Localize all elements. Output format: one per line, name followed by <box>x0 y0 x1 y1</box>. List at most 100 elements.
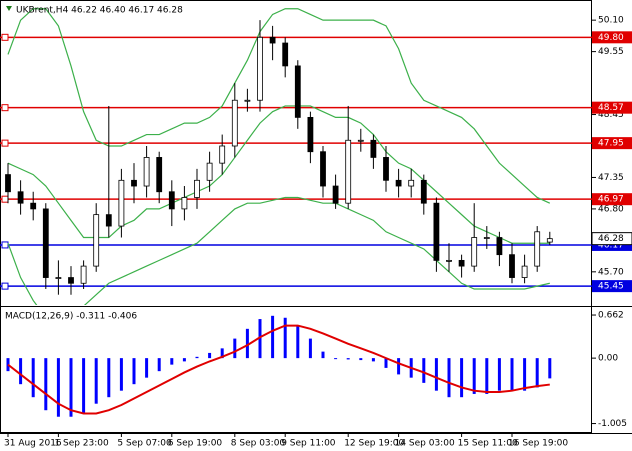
candle-body <box>546 238 553 243</box>
candle-body <box>30 202 37 210</box>
x-tick-label: 5 Sep 07:00 <box>117 439 172 449</box>
level-label: 45.45 <box>598 282 624 292</box>
axes: 50.10 49.55 48.45 47.35 46.80 45.70 49.80 48.57… <box>4 16 632 449</box>
candle-body <box>68 277 74 284</box>
macd-bar <box>334 358 338 360</box>
level-label: 46.17 <box>598 240 624 250</box>
y-tick-label: 45.70 <box>598 267 624 277</box>
macd-bar <box>56 358 60 417</box>
candle-body <box>370 139 377 158</box>
macd-panel <box>6 315 552 417</box>
macd-title: MACD(12,26,9) -0.311 -0.406 <box>5 312 137 322</box>
macd-bar <box>434 358 438 391</box>
macd-bar <box>6 358 10 372</box>
candle-body <box>521 265 528 278</box>
macd-bar <box>346 358 350 360</box>
level-marker <box>1 104 9 112</box>
candle-body <box>244 99 251 102</box>
macd-bar <box>82 358 86 414</box>
x-tick-label: 9 Sep 11:00 <box>281 439 336 449</box>
macd-bar <box>535 358 539 388</box>
candle-body <box>55 277 62 279</box>
level-marker <box>1 195 9 203</box>
candle-body <box>131 179 137 187</box>
level-marker <box>1 139 9 147</box>
macd-bar <box>145 358 149 378</box>
level-badge: 48.57 <box>592 101 632 114</box>
level-label: 49.80 <box>598 33 624 43</box>
candle-body <box>483 237 490 239</box>
candle-body <box>395 179 402 187</box>
candle-body <box>181 197 188 210</box>
candle-body <box>357 139 364 142</box>
level-label: 48.57 <box>598 103 624 113</box>
macd-bar <box>523 358 527 391</box>
level-label: 46.97 <box>598 195 624 205</box>
level-label: 47.95 <box>598 139 624 149</box>
macd-bar <box>271 315 275 359</box>
level-badge: 45.45 <box>592 280 632 293</box>
candle-body <box>80 265 87 284</box>
candle-body <box>383 157 389 181</box>
bollinger-band <box>7 105 550 244</box>
last-price-label: 46.28 <box>598 234 624 244</box>
macd-bar <box>472 358 476 394</box>
level-badge: 47.95 <box>592 137 632 150</box>
symbol-icon <box>6 6 12 11</box>
candle-body <box>231 99 238 147</box>
candle-body <box>42 208 49 278</box>
macd-bar <box>510 358 514 391</box>
macd-bar <box>157 358 161 372</box>
macd-bar <box>19 358 23 385</box>
macd-bar <box>69 358 73 417</box>
candle-body <box>93 214 100 267</box>
candle-body <box>471 237 478 267</box>
candle-body <box>446 259 452 262</box>
macd-bar <box>107 358 111 398</box>
candle-body <box>219 145 226 164</box>
x-tick-label: 1 Sep 23:00 <box>54 439 109 449</box>
y-tick-label: 0.00 <box>598 354 618 364</box>
bollinger-band <box>7 8 551 204</box>
macd-bar <box>460 358 464 398</box>
candle-body <box>294 65 301 118</box>
candle-body <box>534 231 541 267</box>
macd-bar <box>94 358 98 404</box>
x-tick-label: 16 Sep 19:00 <box>508 439 568 449</box>
level-marker <box>1 282 9 290</box>
x-tick-label: 12 Sep 19:00 <box>344 439 404 449</box>
macd-bar <box>182 358 186 362</box>
y-tick-label: -1.005 <box>598 419 627 429</box>
candle-body <box>143 157 150 187</box>
macd-bar <box>245 328 249 359</box>
macd-bar <box>447 358 451 398</box>
candle-body <box>168 191 175 210</box>
candle-body <box>496 237 503 256</box>
macd-bar <box>308 338 312 359</box>
macd-bar <box>283 317 287 359</box>
macd-bar <box>31 358 35 398</box>
macd-bar <box>195 356 199 359</box>
candle-body <box>345 139 352 204</box>
candle-body <box>458 259 465 267</box>
candle-body <box>105 214 112 227</box>
x-tick-label: 8 Sep 03:00 <box>231 439 286 449</box>
price-panel <box>0 8 592 305</box>
macd-bar <box>371 358 375 362</box>
macd-bar <box>422 358 426 383</box>
last-price-box <box>591 232 632 246</box>
level-badge: 46.97 <box>592 193 632 206</box>
macd-bar <box>497 358 501 391</box>
signal-line <box>7 324 550 415</box>
macd-bar <box>170 358 174 365</box>
macd-bar <box>233 338 237 359</box>
macd-bar <box>384 358 388 368</box>
level-marker <box>1 33 9 41</box>
level-badge: 49.80 <box>592 31 632 44</box>
x-tick-label: 15 Sep 11:00 <box>458 439 518 449</box>
candle-body <box>307 116 314 153</box>
candle-body <box>194 179 200 198</box>
level-box <box>592 31 632 44</box>
level-box <box>592 101 632 114</box>
